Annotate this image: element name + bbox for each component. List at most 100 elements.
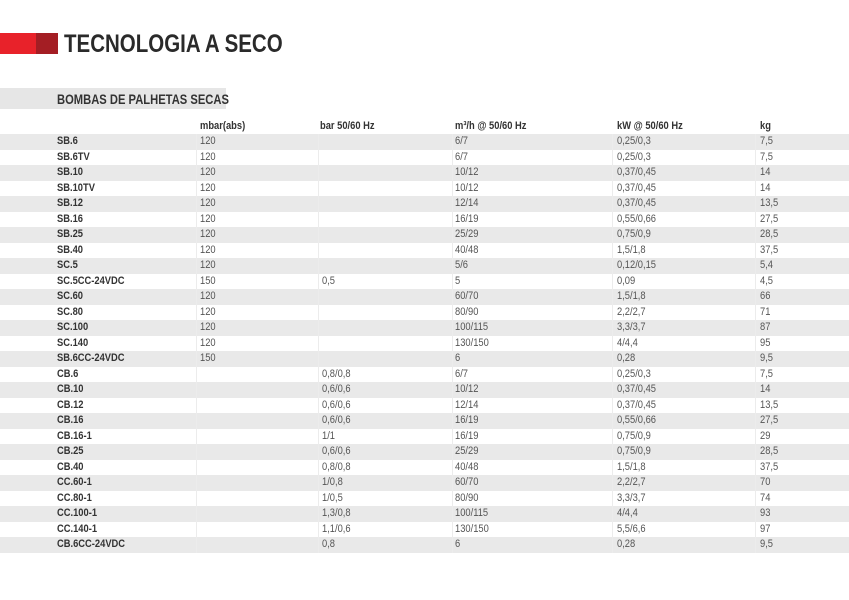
column-divider (196, 258, 197, 274)
column-divider (755, 227, 756, 243)
column-divider (755, 351, 756, 367)
column-divider (452, 537, 453, 553)
cell-weight: 9,5 (760, 352, 774, 364)
cell-flow: 80/90 (455, 491, 479, 504)
cell-model: SC.5CC-24VDC (57, 274, 125, 287)
table-row: SC.140 120 130/150 4/4,4 95 (0, 335, 849, 351)
cell-power: 1,5/1,8 (617, 460, 646, 473)
cell-model: SB.12 (57, 197, 83, 209)
cell-power: 0,55/0,66 (617, 212, 656, 225)
column-divider (452, 428, 453, 444)
table-row: SB.10 120 10/12 0,37/0,45 14 (0, 165, 849, 181)
table-row: CB.12 0,6/0,6 12/14 0,37/0,45 13,5 (0, 397, 849, 413)
column-divider (318, 428, 319, 444)
cell-model: SB.10 (57, 166, 83, 178)
cell-model: SC.60 (57, 290, 83, 302)
cell-bar: 0,6/0,6 (322, 445, 351, 457)
cell-flow: 5/6 (455, 259, 469, 271)
cell-power: 0,37/0,45 (617, 181, 656, 194)
column-divider (452, 475, 453, 491)
column-divider (612, 149, 613, 165)
table-row: SB.6CC-24VDC 150 6 0,28 9,5 (0, 351, 849, 367)
cell-mbar: 120 (200, 336, 216, 349)
column-divider (196, 180, 197, 196)
column-divider (612, 180, 613, 196)
column-divider (452, 413, 453, 429)
column-divider (452, 227, 453, 243)
cell-mbar: 150 (200, 352, 216, 364)
cell-power: 2,2/2,7 (617, 305, 646, 318)
column-divider (755, 506, 756, 522)
column-divider (755, 366, 756, 382)
cell-weight: 37,5 (760, 460, 779, 473)
column-divider (196, 490, 197, 506)
cell-mbar: 120 (200, 243, 216, 256)
column-divider (452, 459, 453, 475)
cell-power: 0,37/0,45 (617, 166, 656, 178)
cell-model: SB.6TV (57, 150, 90, 163)
column-divider (196, 304, 197, 320)
column-divider (612, 382, 613, 398)
column-divider (612, 413, 613, 429)
table-row: SC.5 120 5/6 0,12/0,15 5,4 (0, 258, 849, 274)
cell-power: 3,3/3,7 (617, 321, 646, 333)
column-divider (452, 490, 453, 506)
column-divider (318, 459, 319, 475)
section-title: BOMBAS DE PALHETAS SECAS (57, 91, 229, 107)
cell-weight: 28,5 (760, 445, 779, 457)
column-divider (452, 521, 453, 537)
table-row: CB.6CC-24VDC 0,8 6 0,28 9,5 (0, 537, 849, 553)
cell-weight: 9,5 (760, 538, 774, 550)
cell-flow: 6 (455, 538, 461, 550)
section-band (0, 88, 226, 109)
column-divider (612, 320, 613, 336)
cell-flow: 25/29 (455, 445, 479, 457)
cell-bar: 1/0,8 (322, 476, 343, 488)
cell-power: 0,37/0,45 (617, 383, 656, 395)
table-row: SB.6 120 6/7 0,25/0,3 7,5 (0, 134, 849, 150)
column-divider (612, 506, 613, 522)
column-divider (755, 196, 756, 212)
cell-weight: 74 (760, 491, 771, 504)
cell-flow: 130/150 (455, 522, 489, 535)
cell-weight: 14 (760, 181, 771, 194)
cell-model: CC.140-1 (57, 522, 98, 535)
header-power: kW @ 50/60 Hz (617, 120, 683, 132)
cell-bar: 0,8/0,8 (322, 460, 351, 473)
cell-weight: 7,5 (760, 135, 774, 147)
cell-model: SB.40 (57, 243, 83, 256)
column-divider (196, 382, 197, 398)
cell-flow: 10/12 (455, 166, 479, 178)
table-row: CB.6 0,8/0,8 6/7 0,25/0,3 7,5 (0, 366, 849, 382)
column-divider (318, 304, 319, 320)
table-row: CB.25 0,6/0,6 25/29 0,75/0,9 28,5 (0, 444, 849, 460)
cell-weight: 27,5 (760, 414, 779, 426)
cell-power: 0,25/0,3 (617, 367, 651, 380)
cell-mbar: 120 (200, 228, 216, 240)
column-divider (755, 320, 756, 336)
cell-power: 0,75/0,9 (617, 429, 651, 442)
column-divider (612, 258, 613, 274)
column-divider (452, 165, 453, 181)
cell-model: CB.10 (57, 383, 84, 395)
cell-mbar: 120 (200, 166, 216, 178)
cell-weight: 27,5 (760, 212, 779, 225)
column-divider (318, 475, 319, 491)
cell-flow: 10/12 (455, 181, 479, 194)
cell-power: 2,2/2,7 (617, 476, 646, 488)
table-row: CC.100-1 1,3/0,8 100/115 4/4,4 93 (0, 506, 849, 522)
cell-mbar: 120 (200, 290, 216, 302)
column-divider (318, 366, 319, 382)
column-divider (755, 397, 756, 413)
column-divider (452, 289, 453, 305)
column-divider (318, 258, 319, 274)
column-divider (452, 506, 453, 522)
column-divider (196, 335, 197, 351)
column-divider (196, 366, 197, 382)
column-divider (452, 242, 453, 258)
column-divider (318, 320, 319, 336)
header-weight: kg (760, 120, 771, 132)
column-divider (318, 211, 319, 227)
column-divider (755, 165, 756, 181)
cell-power: 0,37/0,45 (617, 398, 656, 411)
